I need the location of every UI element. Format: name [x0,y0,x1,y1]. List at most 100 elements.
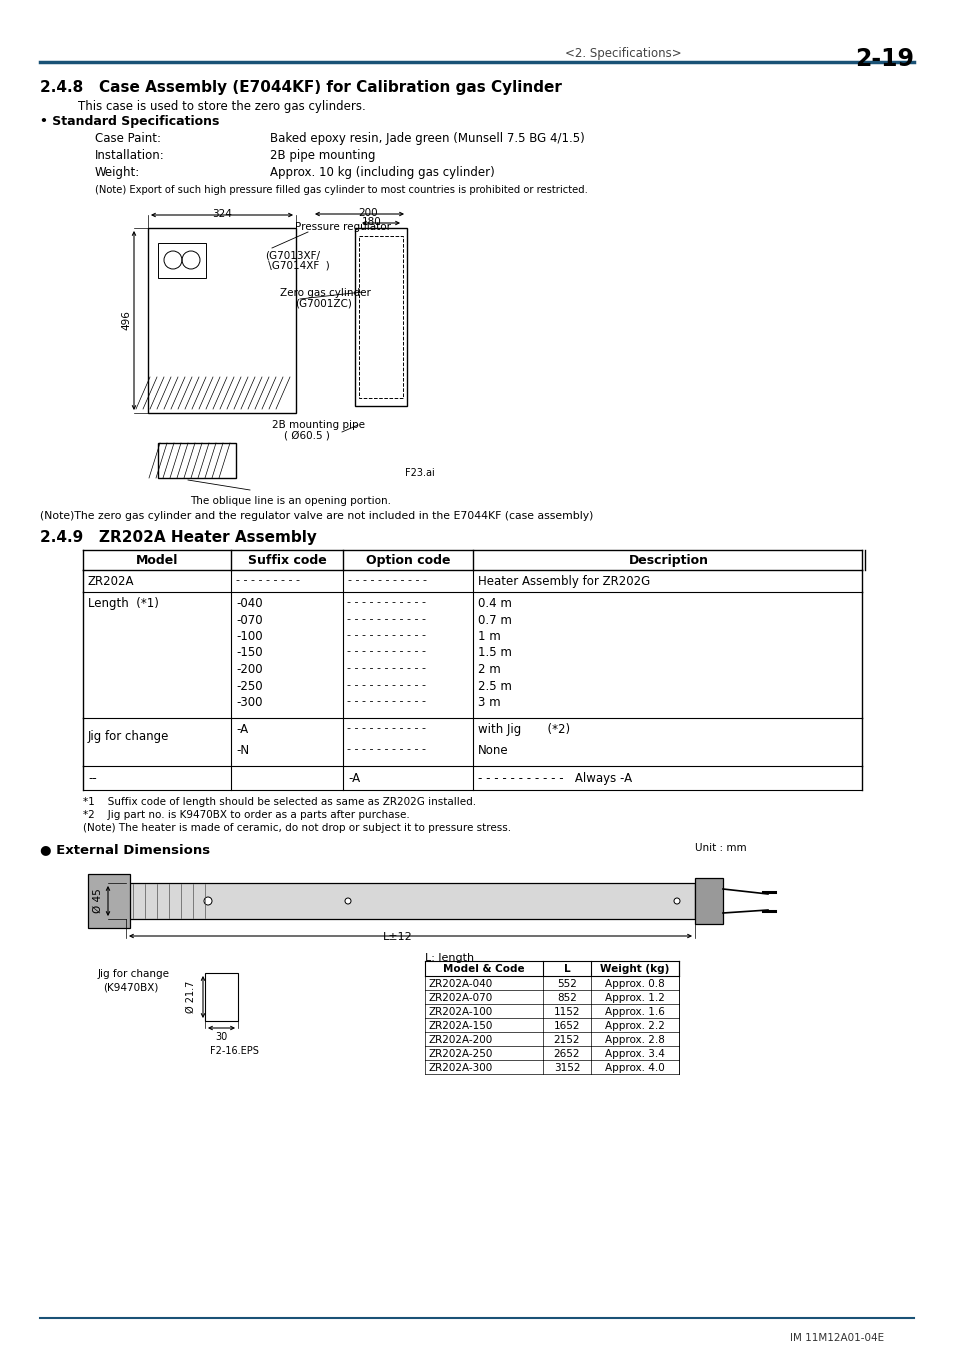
Text: 3152: 3152 [553,1062,579,1073]
Circle shape [204,896,212,905]
Text: - - - - - - - - - - -: - - - - - - - - - - - [347,724,426,733]
Text: Model: Model [135,554,178,567]
Polygon shape [126,883,695,919]
Text: 852: 852 [557,994,577,1003]
Text: ZR202A-150: ZR202A-150 [429,1021,493,1031]
Text: (Note) The heater is made of ceramic, do not drop or subject it to pressure stre: (Note) The heater is made of ceramic, do… [83,824,511,833]
Text: -150: -150 [235,647,262,660]
Text: *2    Jig part no. is K9470BX to order as a parts after purchase.: *2 Jig part no. is K9470BX to order as a… [83,810,410,819]
Text: (Note)The zero gas cylinder and the regulator valve are not included in the E704: (Note)The zero gas cylinder and the regu… [40,512,593,521]
Text: Case Paint:: Case Paint: [95,132,161,144]
Text: Approx. 1.2: Approx. 1.2 [604,994,664,1003]
Text: (G7013XF/: (G7013XF/ [265,250,319,261]
Text: 496: 496 [121,310,131,329]
Polygon shape [88,873,130,927]
Text: -070: -070 [235,613,262,626]
Text: --: -- [88,772,96,784]
Text: *1    Suffix code of length should be selected as same as ZR202G installed.: *1 Suffix code of length should be selec… [83,796,476,807]
Text: Heater Assembly for ZR202G: Heater Assembly for ZR202G [477,575,650,589]
Text: 0.4 m: 0.4 m [477,597,512,610]
Text: 2.5 m: 2.5 m [477,679,512,693]
Text: 3 m: 3 m [477,697,500,709]
Text: 200: 200 [357,208,377,217]
Text: (K9470BX): (K9470BX) [103,983,158,994]
Text: 0.7 m: 0.7 m [477,613,512,626]
Text: Approx. 10 kg (including gas cylinder): Approx. 10 kg (including gas cylinder) [270,166,495,180]
Text: 2 m: 2 m [477,663,500,676]
Text: -040: -040 [235,597,262,610]
Text: Weight:: Weight: [95,166,140,180]
Text: • Standard Specifications: • Standard Specifications [40,115,219,128]
Text: 552: 552 [557,979,577,990]
Text: Weight (kg): Weight (kg) [599,964,669,973]
Text: ZR202A-250: ZR202A-250 [429,1049,493,1058]
Text: -A: -A [235,724,248,736]
Text: Approx. 2.2: Approx. 2.2 [604,1021,664,1031]
Text: Jig for change: Jig for change [98,969,170,979]
Text: - - - - - - - - - - -: - - - - - - - - - - - [347,630,426,640]
Text: -250: -250 [235,679,262,693]
Text: - - - - - - - - - - -: - - - - - - - - - - - [347,697,426,706]
Text: Ø 21.7: Ø 21.7 [186,981,195,1014]
Text: 2652: 2652 [553,1049,579,1058]
Text: 1652: 1652 [553,1021,579,1031]
Text: This case is used to store the zero gas cylinders.: This case is used to store the zero gas … [78,100,365,113]
Text: Jig for change: Jig for change [88,730,170,742]
Text: -A: -A [348,772,359,784]
Text: Option code: Option code [365,554,450,567]
Text: \G7014XF  ): \G7014XF ) [265,261,330,271]
Text: Installation:: Installation: [95,148,165,162]
Text: - - - - - - - - - - -: - - - - - - - - - - - [347,663,426,674]
Circle shape [345,898,351,904]
Text: 324: 324 [212,209,232,219]
Text: 2B mounting pipe: 2B mounting pipe [272,420,365,431]
Text: Approx. 1.6: Approx. 1.6 [604,1007,664,1017]
Text: None: None [477,744,508,757]
Text: L: L [563,964,570,973]
Text: Baked epoxy resin, Jade green (Munsell 7.5 BG 4/1.5): Baked epoxy resin, Jade green (Munsell 7… [270,132,584,144]
Text: ZR202A-200: ZR202A-200 [429,1035,493,1045]
Text: L: length: L: length [424,953,474,963]
Text: Approx. 4.0: Approx. 4.0 [604,1062,664,1073]
Text: ZR202A: ZR202A [88,575,134,589]
Text: - - - - - - - - - - -   Always -A: - - - - - - - - - - - Always -A [477,772,632,784]
Text: Approx. 0.8: Approx. 0.8 [604,979,664,990]
Text: ZR202A-040: ZR202A-040 [429,979,493,990]
Text: - - - - - - - - - - -: - - - - - - - - - - - [347,597,426,608]
Text: - - - - - - - - - - -: - - - - - - - - - - - [348,575,427,585]
Text: -N: -N [235,744,249,757]
Text: - - - - - - - - - - -: - - - - - - - - - - - [347,647,426,656]
Text: ● External Dimensions: ● External Dimensions [40,842,210,856]
Text: 30: 30 [214,1031,227,1042]
Text: - - - - - - - - - - -: - - - - - - - - - - - [347,744,426,755]
Text: ZR202A-300: ZR202A-300 [429,1062,493,1073]
Text: Unit : mm: Unit : mm [695,842,746,853]
Text: Suffix code: Suffix code [248,554,326,567]
Text: 1152: 1152 [553,1007,579,1017]
Text: (Note) Export of such high pressure filled gas cylinder to most countries is pro: (Note) Export of such high pressure fill… [95,185,587,194]
Text: 180: 180 [361,217,381,227]
Text: - - - - - - - - - - -: - - - - - - - - - - - [347,679,426,690]
Text: F23.ai: F23.ai [405,468,435,478]
Text: -300: -300 [235,697,262,709]
Text: (G7001ZC): (G7001ZC) [294,298,352,309]
Text: Approx. 3.4: Approx. 3.4 [604,1049,664,1058]
Text: The oblique line is an opening portion.: The oblique line is an opening portion. [190,495,391,506]
Text: L±12: L±12 [383,931,413,942]
Circle shape [673,898,679,904]
Text: Approx. 2.8: Approx. 2.8 [604,1035,664,1045]
Text: Description: Description [628,554,708,567]
Text: -200: -200 [235,663,262,676]
Text: Zero gas cylinder: Zero gas cylinder [280,288,371,298]
Text: Ø 45: Ø 45 [92,888,103,914]
Text: 1 m: 1 m [477,630,500,643]
Text: ZR202A-070: ZR202A-070 [429,994,493,1003]
Text: Model & Code: Model & Code [443,964,524,973]
Text: 1.5 m: 1.5 m [477,647,512,660]
Text: 2B pipe mounting: 2B pipe mounting [270,148,375,162]
Text: Length  (*1): Length (*1) [88,597,159,610]
Text: - - - - - - - - - - -: - - - - - - - - - - - [347,613,426,624]
Text: F2-16.EPS: F2-16.EPS [210,1046,258,1056]
Text: ZR202A-100: ZR202A-100 [429,1007,493,1017]
Text: with Jig       (*2): with Jig (*2) [477,724,570,736]
